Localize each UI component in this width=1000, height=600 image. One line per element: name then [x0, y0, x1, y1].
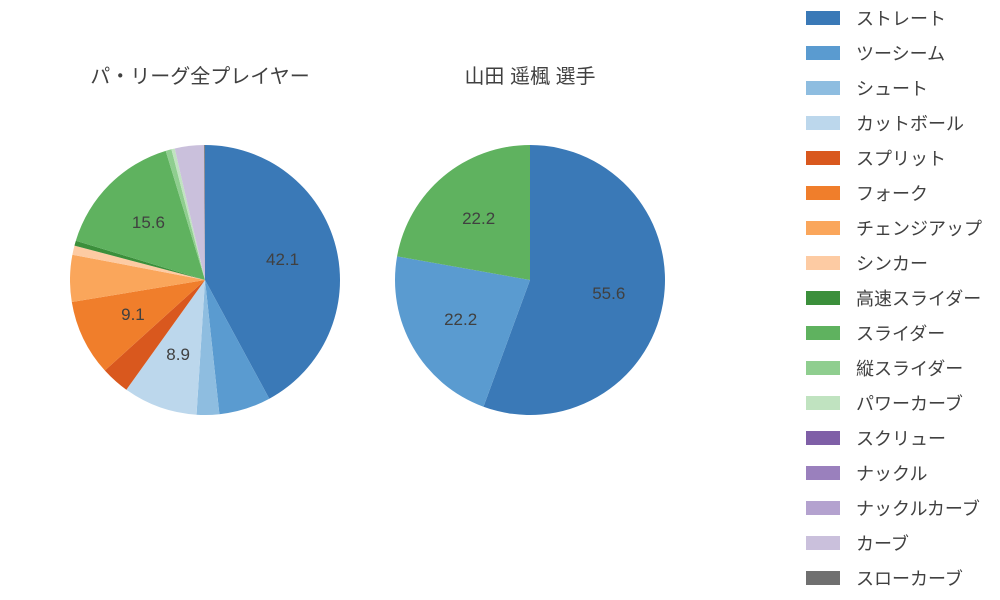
pie-slice [397, 145, 530, 280]
legend-swatch [806, 501, 840, 515]
legend-label: チェンジアップ [856, 215, 982, 241]
legend-label: パワーカーブ [856, 390, 963, 416]
chart1-title: パ・リーグ全プレイヤー [90, 60, 309, 89]
legend-item: チェンジアップ [806, 210, 982, 245]
legend-item: 縦スライダー [806, 350, 982, 385]
legend-item: カーブ [806, 525, 982, 560]
chart1-pie: 42.18.99.115.6 [70, 145, 340, 415]
legend-swatch [806, 256, 840, 270]
legend-item: フォーク [806, 175, 982, 210]
legend-swatch [806, 571, 840, 585]
legend-label: ストレート [856, 5, 946, 31]
legend-swatch [806, 151, 840, 165]
chart2-pie: 55.622.222.2 [395, 145, 665, 415]
legend-item: カットボール [806, 105, 982, 140]
chart2-title: 山田 遥楓 選手 [464, 60, 595, 89]
legend-swatch [806, 11, 840, 25]
legend-swatch [806, 186, 840, 200]
legend-swatch [806, 116, 840, 130]
legend-label: シンカー [856, 250, 928, 276]
legend-swatch [806, 326, 840, 340]
legend-label: フォーク [856, 180, 928, 206]
legend-swatch [806, 536, 840, 550]
legend-swatch [806, 466, 840, 480]
legend-label: スプリット [856, 145, 946, 171]
legend-swatch [806, 431, 840, 445]
legend-label: スクリュー [856, 425, 946, 451]
legend-swatch [806, 291, 840, 305]
legend-item: パワーカーブ [806, 385, 982, 420]
legend-item: スクリュー [806, 420, 982, 455]
legend-label: ナックル [856, 460, 927, 486]
legend-item: スライダー [806, 315, 982, 350]
legend-label: ナックルカーブ [856, 495, 980, 521]
legend-item: ナックル [806, 455, 982, 490]
legend-label: 縦スライダー [856, 355, 963, 381]
legend-label: シュート [856, 75, 928, 101]
legend-item: ナックルカーブ [806, 490, 982, 525]
legend-label: カットボール [856, 110, 964, 136]
legend-label: ツーシーム [856, 40, 945, 66]
legend-label: スローカーブ [856, 565, 963, 591]
legend: ストレートツーシームシュートカットボールスプリットフォークチェンジアップシンカー… [806, 0, 982, 595]
legend-label: カーブ [856, 530, 909, 556]
legend-item: スローカーブ [806, 560, 982, 595]
legend-item: ツーシーム [806, 35, 982, 70]
legend-swatch [806, 221, 840, 235]
legend-swatch [806, 361, 840, 375]
legend-label: 高速スライダー [856, 285, 981, 311]
legend-item: 高速スライダー [806, 280, 982, 315]
legend-swatch [806, 396, 840, 410]
legend-item: シュート [806, 70, 982, 105]
legend-item: スプリット [806, 140, 982, 175]
legend-swatch [806, 46, 840, 60]
legend-item: シンカー [806, 245, 982, 280]
legend-swatch [806, 81, 840, 95]
legend-label: スライダー [856, 320, 945, 346]
legend-item: ストレート [806, 0, 982, 35]
